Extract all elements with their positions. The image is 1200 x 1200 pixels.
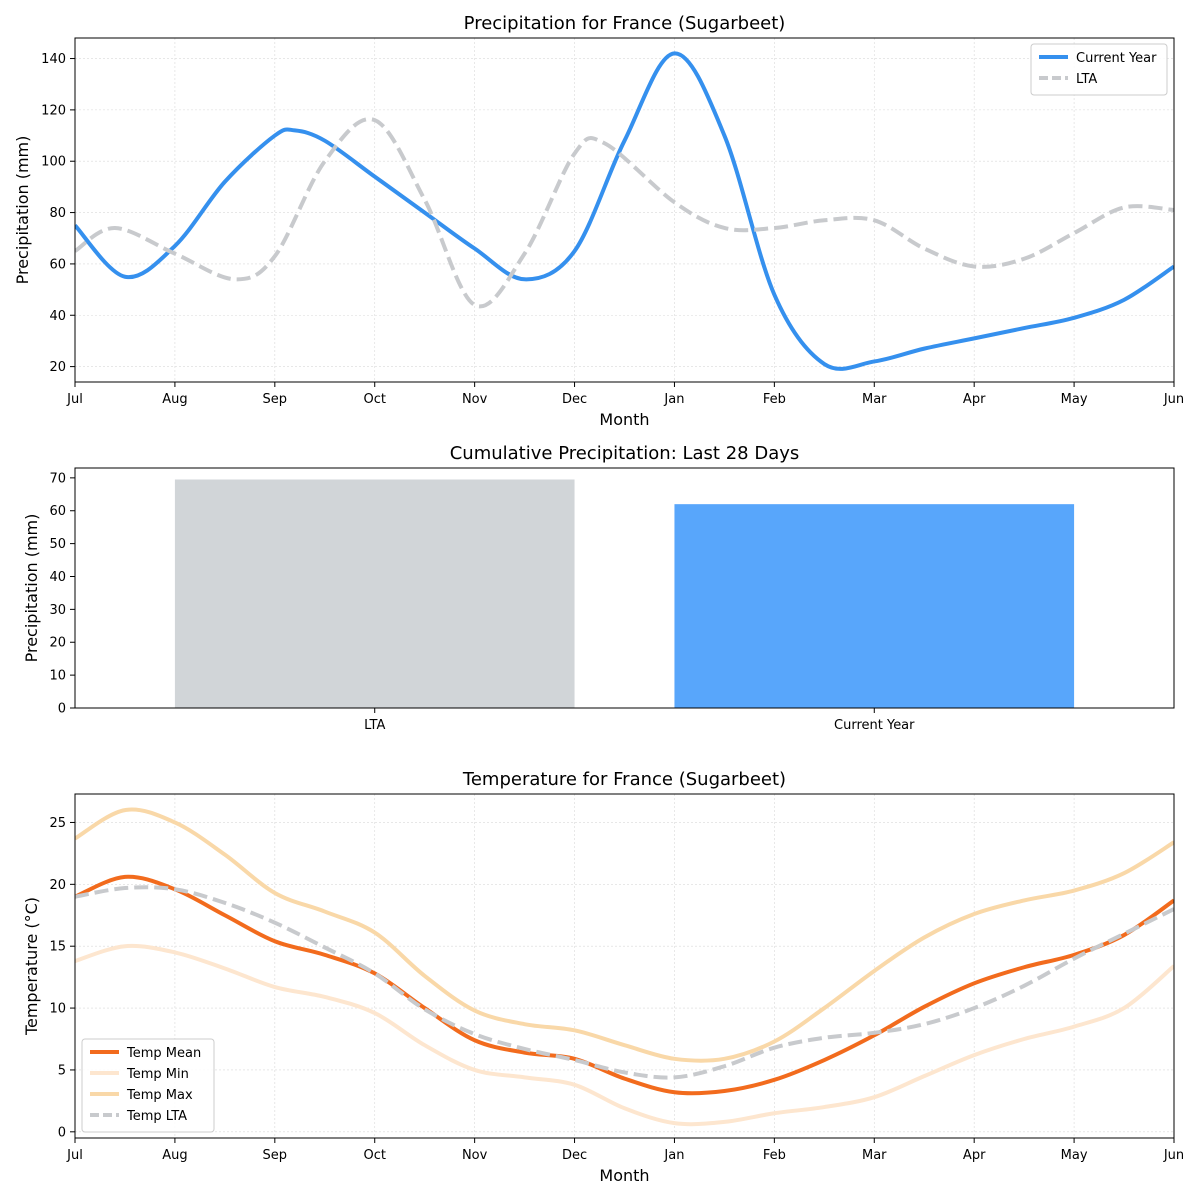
legend: Temp Mean Temp Min Temp Max Temp LTA — [81, 1038, 215, 1133]
legend-label: Temp Max — [126, 1088, 193, 1103]
x-tick-label: Oct — [363, 1148, 385, 1163]
legend: Current Year LTA — [1030, 43, 1168, 96]
bar-current-year — [674, 504, 1075, 708]
x-tick-label: Nov — [462, 392, 488, 407]
y-tick-label: 50 — [49, 537, 66, 552]
y-tick-label: 60 — [49, 504, 66, 519]
series-line-lta — [75, 117, 1174, 309]
y-tick-label: 20 — [49, 878, 66, 893]
y-tick-label: 70 — [49, 471, 66, 486]
y-tick-label: 20 — [49, 636, 66, 651]
x-tick-label: Dec — [562, 392, 587, 407]
legend-box — [81, 1038, 215, 1133]
y-tick-label: 5 — [58, 1063, 66, 1078]
x-tick-label: Feb — [763, 392, 786, 407]
y-tick-label: 100 — [41, 155, 66, 170]
series-line-temp-max — [75, 807, 1174, 1063]
x-tick-label: Apr — [963, 392, 986, 407]
precipitation-line-chart: Jul Aug Sep Oct Nov Dec Jan Feb Mar Apr May Jun 20 40… — [13, 13, 1184, 429]
y-tick-label: 10 — [49, 669, 66, 684]
x-tick-label: May — [1061, 392, 1088, 407]
cumulative-precipitation-bar-chart: LTA Current Year 0 10 20 30 40 50 60 70 Cumulative… — [22, 443, 1175, 733]
x-tick-label: Jun — [1163, 1148, 1184, 1163]
x-tick-label: Sep — [263, 392, 288, 407]
x-tick-label: Apr — [963, 1148, 986, 1163]
series-line-current-year — [75, 51, 1174, 371]
y-tick-label: 0 — [58, 1125, 66, 1140]
x-tick-label: Nov — [462, 1148, 488, 1163]
x-axis-label: Month — [599, 1166, 649, 1185]
x-tick-label: Jul — [66, 1148, 83, 1163]
x-tick-label: Mar — [862, 1148, 887, 1163]
y-tick-label: 40 — [49, 570, 66, 585]
y-tick-label: 60 — [49, 257, 66, 272]
legend-label: LTA — [1076, 72, 1097, 87]
y-tick-label: 15 — [49, 940, 66, 955]
x-tick-label: LTA — [364, 718, 385, 733]
plot-frame — [74, 37, 1175, 383]
legend-label: Temp Min — [126, 1067, 189, 1082]
x-tick-label: Jul — [66, 392, 83, 407]
y-tick-label: 20 — [49, 360, 66, 375]
x-tick-label: Jun — [1163, 392, 1184, 407]
series-group — [75, 807, 1174, 1127]
plot-frame — [74, 467, 1175, 709]
x-tick-label: Oct — [363, 392, 385, 407]
y-tick-label: 140 — [41, 52, 66, 67]
y-tick-label: 30 — [49, 603, 66, 618]
x-tick-label: Current Year — [834, 718, 915, 733]
y-tick-label: 10 — [49, 1002, 66, 1017]
y-tick-label: 40 — [49, 309, 66, 324]
y-tick-label: 0 — [58, 702, 66, 717]
x-tick-label: May — [1061, 1148, 1088, 1163]
bar-lta — [174, 479, 575, 708]
x-tick-label: Aug — [162, 1148, 187, 1163]
temperature-line-chart: Jul Aug Sep Oct Nov Dec Jan Feb Mar Apr May Jun 0 5 10… — [22, 769, 1184, 1185]
y-tick-label: 25 — [49, 816, 66, 831]
chart-title: Cumulative Precipitation: Last 28 Days — [450, 443, 800, 464]
x-tick-label: Feb — [763, 1148, 786, 1163]
plot-frame — [74, 793, 1175, 1139]
y-axis-label: Precipitation (mm) — [13, 136, 32, 285]
x-tick-label: Jan — [663, 392, 684, 407]
x-tick-label: Jan — [663, 1148, 684, 1163]
x-tick-label: Mar — [862, 392, 887, 407]
x-tick-label: Aug — [162, 392, 187, 407]
chart-title: Temperature for France (Sugarbeet) — [462, 769, 786, 790]
legend-label: Temp Mean — [126, 1046, 201, 1061]
series-line-temp-mean — [75, 874, 1174, 1096]
y-axis-label: Temperature (°C) — [22, 897, 41, 1036]
x-tick-label: Dec — [562, 1148, 587, 1163]
x-axis-label: Month — [599, 410, 649, 429]
x-tick-label: Sep — [263, 1148, 288, 1163]
y-tick-label: 80 — [49, 206, 66, 221]
chart-title: Precipitation for France (Sugarbeet) — [464, 13, 786, 34]
series-line-temp-lta — [75, 885, 1174, 1080]
series-line-temp-min — [75, 943, 1174, 1127]
legend-label: Temp LTA — [126, 1109, 187, 1124]
y-tick-label: 120 — [41, 103, 66, 118]
series-group — [75, 51, 1174, 371]
legend-label: Current Year — [1076, 51, 1157, 66]
y-axis-label: Precipitation (mm) — [22, 514, 41, 663]
